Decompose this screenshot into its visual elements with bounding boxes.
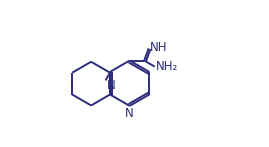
Text: NH₂: NH₂ bbox=[156, 60, 178, 73]
Text: N: N bbox=[125, 107, 134, 120]
Text: N: N bbox=[107, 79, 116, 92]
Text: NH: NH bbox=[150, 41, 167, 54]
